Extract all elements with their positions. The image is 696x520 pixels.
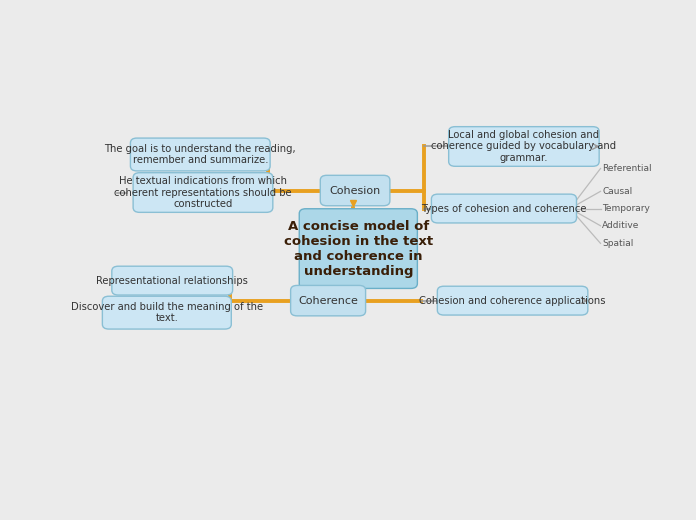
Text: The goal is to understand the reading,
remember and summarize.: The goal is to understand the reading, r… — [104, 144, 296, 165]
FancyBboxPatch shape — [291, 285, 365, 316]
FancyBboxPatch shape — [130, 138, 270, 171]
Text: Representational relationships: Representational relationships — [96, 276, 248, 285]
Text: He textual indications from which
coherent representations should be
constructed: He textual indications from which cohere… — [114, 176, 292, 209]
Text: Coherence: Coherence — [298, 296, 358, 306]
FancyBboxPatch shape — [432, 194, 576, 223]
FancyBboxPatch shape — [437, 286, 588, 315]
FancyBboxPatch shape — [133, 173, 273, 212]
FancyBboxPatch shape — [449, 127, 599, 166]
Text: Temporary: Temporary — [602, 204, 650, 213]
Text: Referential: Referential — [602, 164, 651, 173]
Text: Causal: Causal — [602, 187, 633, 196]
Text: Types of cohesion and coherence: Types of cohesion and coherence — [421, 203, 587, 214]
FancyBboxPatch shape — [112, 266, 232, 295]
FancyBboxPatch shape — [320, 175, 390, 206]
Text: Local and global cohesion and
coherence guided by vocabulary and
grammar.: Local and global cohesion and coherence … — [432, 130, 617, 163]
Text: A concise model of
cohesion in the text
and coherence in
understanding: A concise model of cohesion in the text … — [284, 219, 433, 278]
Text: Additive: Additive — [602, 222, 640, 230]
FancyBboxPatch shape — [299, 209, 418, 289]
Text: Cohesion: Cohesion — [329, 186, 381, 196]
Text: Cohesion and coherence applications: Cohesion and coherence applications — [419, 296, 606, 306]
Text: Spatial: Spatial — [602, 239, 633, 248]
Text: Discover and build the meaning of the
text.: Discover and build the meaning of the te… — [71, 302, 263, 323]
FancyBboxPatch shape — [102, 296, 231, 329]
